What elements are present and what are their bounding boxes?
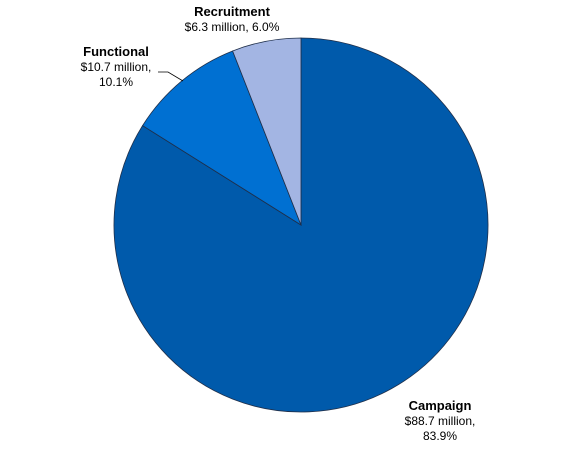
recruitment-label-name: Recruitment: [194, 4, 271, 19]
functional-label-value: $10.7 million,: [81, 60, 152, 74]
campaign-label-value: $88.7 million,: [405, 414, 476, 428]
campaign-label-percent: 83.9%: [423, 429, 457, 443]
pie-slice-functional: [142, 50, 302, 226]
functional-label-name: Functional: [83, 44, 149, 59]
pie-slices: [113, 37, 489, 413]
recruitment-label-value: $6.3 million, 6.0%: [185, 20, 280, 34]
functional-leader-line: [158, 71, 184, 82]
pie-slice-recruitment: [232, 37, 302, 226]
functional-label-percent: 10.1%: [99, 75, 133, 89]
campaign-label-name: Campaign: [409, 398, 472, 413]
